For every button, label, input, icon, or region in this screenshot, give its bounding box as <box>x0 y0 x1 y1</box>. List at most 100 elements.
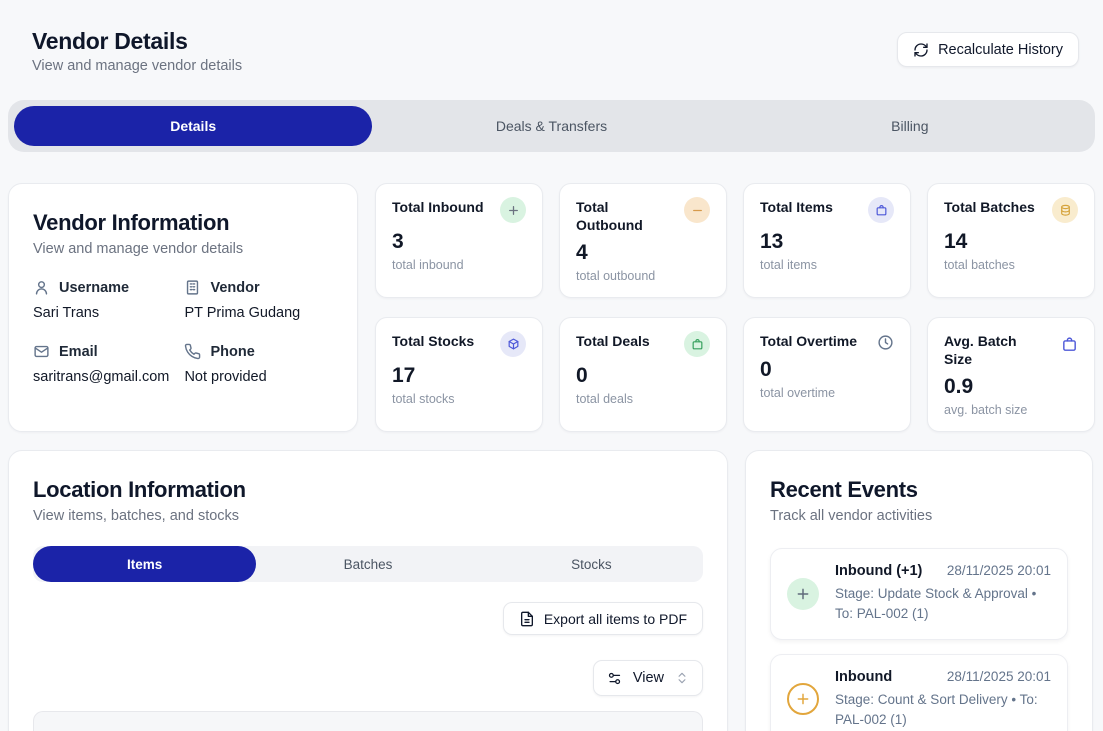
stat-label: Total Inbound <box>392 199 484 215</box>
stat-value: 4 <box>576 241 588 265</box>
stat-label: Total Batches <box>944 199 1035 215</box>
stat-value: 17 <box>392 364 416 387</box>
refresh-icon <box>913 42 929 58</box>
event-item-inbound-1: Inbound (+1) 28/11/2025 20:01 Stage: Upd… <box>770 548 1068 640</box>
events-list: Inbound (+1) 28/11/2025 20:01 Stage: Upd… <box>770 548 1068 731</box>
plus-circle-filled-icon <box>787 577 819 610</box>
stat-sub: avg. batch size <box>944 403 1028 418</box>
field-label: Vendor <box>210 279 260 296</box>
vendor-information-title: Vendor Information <box>33 210 230 235</box>
location-information-card: Location Information View items, batches… <box>8 450 728 731</box>
field-label: Email <box>59 343 98 360</box>
bag-icon <box>684 331 710 357</box>
stat-label: Avg. Batch Size <box>944 333 1017 368</box>
mail-icon <box>33 343 50 360</box>
field-label: Phone <box>210 343 255 360</box>
chevrons-up-down-icon <box>675 671 689 685</box>
sliders-icon <box>607 671 622 686</box>
clock-icon <box>877 334 894 351</box>
stat-sub: total outbound <box>576 269 656 284</box>
vendor-information-subtitle: View and manage vendor details <box>33 241 244 257</box>
stat-card-total-stocks: Total Stocks 17 total stocks <box>375 317 543 432</box>
tab-deals-transfers[interactable]: Deals & Transfers <box>495 118 608 134</box>
bag-icon <box>1061 336 1078 353</box>
recent-events-card: Recent Events Track all vendor activitie… <box>745 450 1093 731</box>
phone-icon <box>184 343 201 360</box>
location-information-subtitle: View items, batches, and stocks <box>33 508 240 524</box>
recalculate-history-label: Recalculate History <box>938 41 1063 58</box>
stat-card-total-batches: Total Batches 14 total batches <box>927 183 1095 298</box>
page-title: Vendor Details <box>32 28 188 54</box>
plus-icon <box>500 197 526 223</box>
building-icon <box>184 279 201 296</box>
layers-icon <box>1052 197 1078 223</box>
stat-sub: total items <box>760 258 817 272</box>
main-tab-bar: Details Deals & Transfers Billing <box>8 100 1095 152</box>
event-description: Stage: Count & Sort Delivery • To: PAL-0… <box>835 691 1038 727</box>
stat-card-total-inbound: Total Inbound 3 total inbound <box>375 183 543 298</box>
stat-sub: total stocks <box>392 392 455 406</box>
export-items-pdf-button[interactable]: Export all items to PDF <box>502 602 703 635</box>
package-icon <box>500 331 526 357</box>
stat-value: 0.9 <box>944 375 974 399</box>
recent-events-subtitle: Track all vendor activities <box>770 508 933 524</box>
field-value: Sari Trans <box>33 305 100 321</box>
stat-card-total-outbound: Total Outbound 4 total outbound <box>559 183 727 298</box>
vendor-field-username: Username Sari Trans <box>33 279 174 322</box>
page-header-text: Vendor Details View and manage vendor de… <box>32 28 242 74</box>
event-title: Inbound (+1) <box>835 563 923 579</box>
location-information-title: Location Information <box>33 477 246 502</box>
event-title: Inbound <box>835 668 893 685</box>
event-description: Stage: Update Stock & Approval • To: PAL… <box>835 586 1037 622</box>
field-value: Not provided <box>184 369 267 385</box>
stat-label: Total Stocks <box>392 333 475 349</box>
view-select[interactable]: View <box>592 660 703 696</box>
stat-sub: total inbound <box>392 258 464 272</box>
stat-value: 0 <box>576 364 588 387</box>
stat-card-total-items: Total Items 13 total items <box>743 183 911 298</box>
stat-sub: total deals <box>576 392 633 406</box>
event-item-inbound-2: Inbound 28/11/2025 20:01 Stage: Count & … <box>770 653 1068 731</box>
stat-label: Total Outbound <box>576 199 643 234</box>
stat-sub: total overtime <box>760 386 836 400</box>
tab-batches[interactable]: Batches <box>343 556 393 572</box>
field-value: PT Prima Gudang <box>184 305 301 321</box>
recalculate-history-button[interactable]: Recalculate History <box>897 32 1079 67</box>
user-icon <box>33 279 50 296</box>
stat-value: 0 <box>760 358 772 381</box>
stat-label: Total Items <box>760 199 833 215</box>
page-subtitle: View and manage vendor details <box>32 58 243 74</box>
stat-value: 13 <box>760 230 784 253</box>
tab-details[interactable]: Details <box>14 106 373 146</box>
stat-label: Total Overtime <box>760 333 857 349</box>
items-table-header <box>33 711 703 731</box>
stat-card-total-deals: Total Deals 0 total deals <box>559 317 727 432</box>
minus-icon <box>684 197 710 223</box>
vendor-fields: Username Sari Trans Vendor PT Prima Guda… <box>33 279 333 386</box>
event-timestamp: 28/11/2025 20:01 <box>946 563 1051 578</box>
recent-events-title: Recent Events <box>770 477 918 502</box>
tab-items[interactable]: Items <box>33 546 257 582</box>
view-select-label: View <box>632 670 664 686</box>
stat-sub: total batches <box>944 258 1015 272</box>
vendor-field-phone: Phone Not provided <box>184 343 333 386</box>
stat-value: 14 <box>944 230 968 253</box>
export-items-pdf-label: Export all items to PDF <box>543 610 687 627</box>
tab-billing[interactable]: Billing <box>891 118 929 134</box>
page-header: Vendor Details View and manage vendor de… <box>32 28 1079 74</box>
vendor-field-email: Email saritrans@gmail.com <box>33 343 174 386</box>
plus-circle-outlined-icon <box>787 683 819 716</box>
stat-card-avg-batch-size: Avg. Batch Size 0.9 avg. batch size <box>927 317 1095 432</box>
field-value: saritrans@gmail.com <box>33 369 170 385</box>
location-tab-bar: Items Batches Stocks <box>33 546 703 582</box>
vendor-field-vendor: Vendor PT Prima Gudang <box>184 279 333 322</box>
tab-stocks[interactable]: Stocks <box>571 556 612 572</box>
field-label: Username <box>59 279 130 296</box>
stat-card-total-overtime: Total Overtime 0 total overtime <box>743 317 911 432</box>
stat-label: Total Deals <box>576 333 650 349</box>
event-timestamp: 28/11/2025 20:01 <box>946 668 1051 684</box>
vendor-information-card: Vendor Information View and manage vendo… <box>8 183 358 432</box>
stats-grid: Total Inbound 3 total inbound Total Outb… <box>375 183 1095 432</box>
file-text-icon <box>519 611 535 627</box>
